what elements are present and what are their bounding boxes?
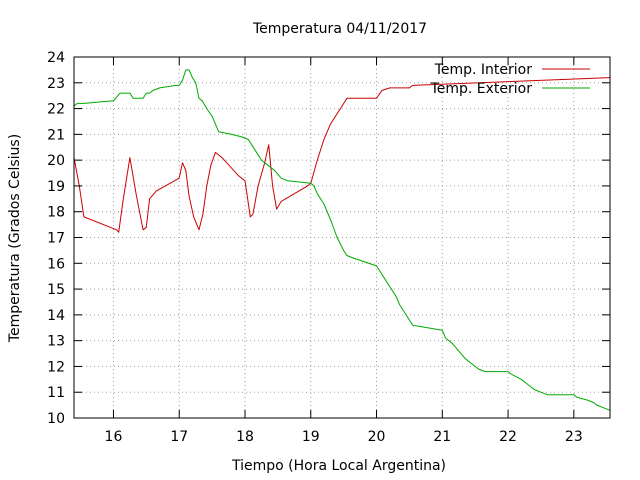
y-tick-label: 21: [47, 127, 65, 143]
legend: Temp. Interior Temp. Exterior: [430, 62, 590, 97]
legend-label-interior: Temp. Interior: [434, 62, 533, 78]
x-tick-labels: 16 17 18 19 20 21 22 23: [105, 429, 583, 445]
x-tick-label: 21: [433, 429, 451, 445]
y-tick-label: 13: [47, 334, 65, 350]
x-tick-label: 23: [565, 429, 583, 445]
y-tick-label: 11: [47, 385, 65, 401]
y-tick-label: 10: [47, 411, 65, 427]
series-line-exterior: [73, 69, 611, 411]
grid-lines: [74, 57, 610, 418]
y-tick-label: 17: [47, 231, 65, 247]
legend-label-exterior: Temp. Exterior: [430, 81, 533, 97]
x-tick-label: 20: [368, 429, 386, 445]
y-tick-label: 12: [47, 359, 65, 375]
plot-area-border: [73, 56, 611, 419]
y-axis-label: Temperatura (Grados Celsius): [7, 134, 23, 343]
chart-title: Temperatura 04/11/2017: [252, 21, 427, 37]
y-tick-label: 14: [47, 308, 65, 324]
y-tick-labels: 10 11 12 13 14 15 16 17 18 19 20 21 22 23 24: [47, 50, 65, 427]
x-tick-label: 18: [236, 429, 254, 445]
y-tick-label: 23: [47, 76, 65, 92]
x-axis-label: Tiempo (Hora Local Argentina): [231, 458, 446, 474]
x-tick-label: 22: [499, 429, 517, 445]
y-tick-label: 18: [47, 205, 65, 221]
y-tick-label: 19: [47, 179, 65, 195]
x-tick-label: 17: [170, 429, 188, 445]
y-tick-label: 24: [47, 50, 65, 66]
series-lines: [73, 69, 611, 411]
y-tick-label: 15: [47, 282, 65, 298]
y-tick-label: 20: [47, 153, 65, 169]
x-tick-label: 16: [105, 429, 123, 445]
x-tick-label: 19: [302, 429, 320, 445]
series-line-interior: [73, 77, 611, 233]
y-tick-label: 16: [47, 256, 65, 272]
y-tick-label: 22: [47, 102, 65, 118]
